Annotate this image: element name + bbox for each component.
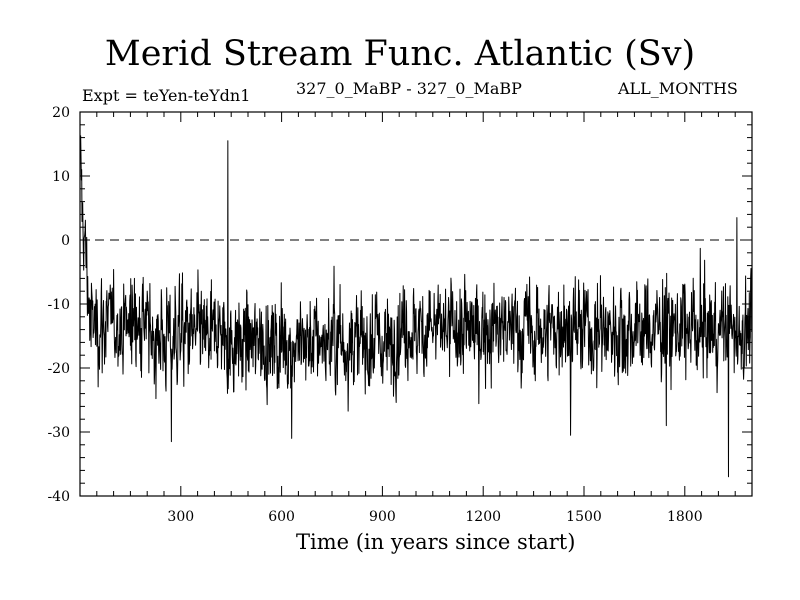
- period-label: 327_0_MaBP - 327_0_MaBP: [296, 79, 522, 98]
- x-tick-label: 900: [369, 509, 396, 525]
- chart-title: Merid Stream Func. Atlantic (Sv): [104, 34, 696, 74]
- x-tick-label: 1800: [667, 509, 703, 525]
- y-tick-label: -20: [47, 361, 70, 377]
- x-tick-label: 300: [167, 509, 194, 525]
- x-tick-label: 1500: [566, 509, 602, 525]
- x-tick-label: 1200: [465, 509, 501, 525]
- y-tick-label: 0: [61, 233, 70, 249]
- y-tick-label: -10: [47, 297, 70, 313]
- x-axis-label: Time (in years since start): [296, 530, 576, 554]
- y-tick-label: 10: [52, 169, 70, 185]
- plot-frame: [79, 111, 753, 497]
- x-tick-label: 600: [268, 509, 295, 525]
- y-tick-label: 20: [52, 105, 70, 121]
- series-line-stream-function: [79, 135, 753, 478]
- months-label: ALL_MONTHS: [618, 79, 738, 98]
- y-tick-label: -30: [47, 425, 70, 441]
- experiment-label: Expt = teYen-teYdn1: [82, 86, 251, 105]
- y-tick-label: -40: [47, 489, 70, 505]
